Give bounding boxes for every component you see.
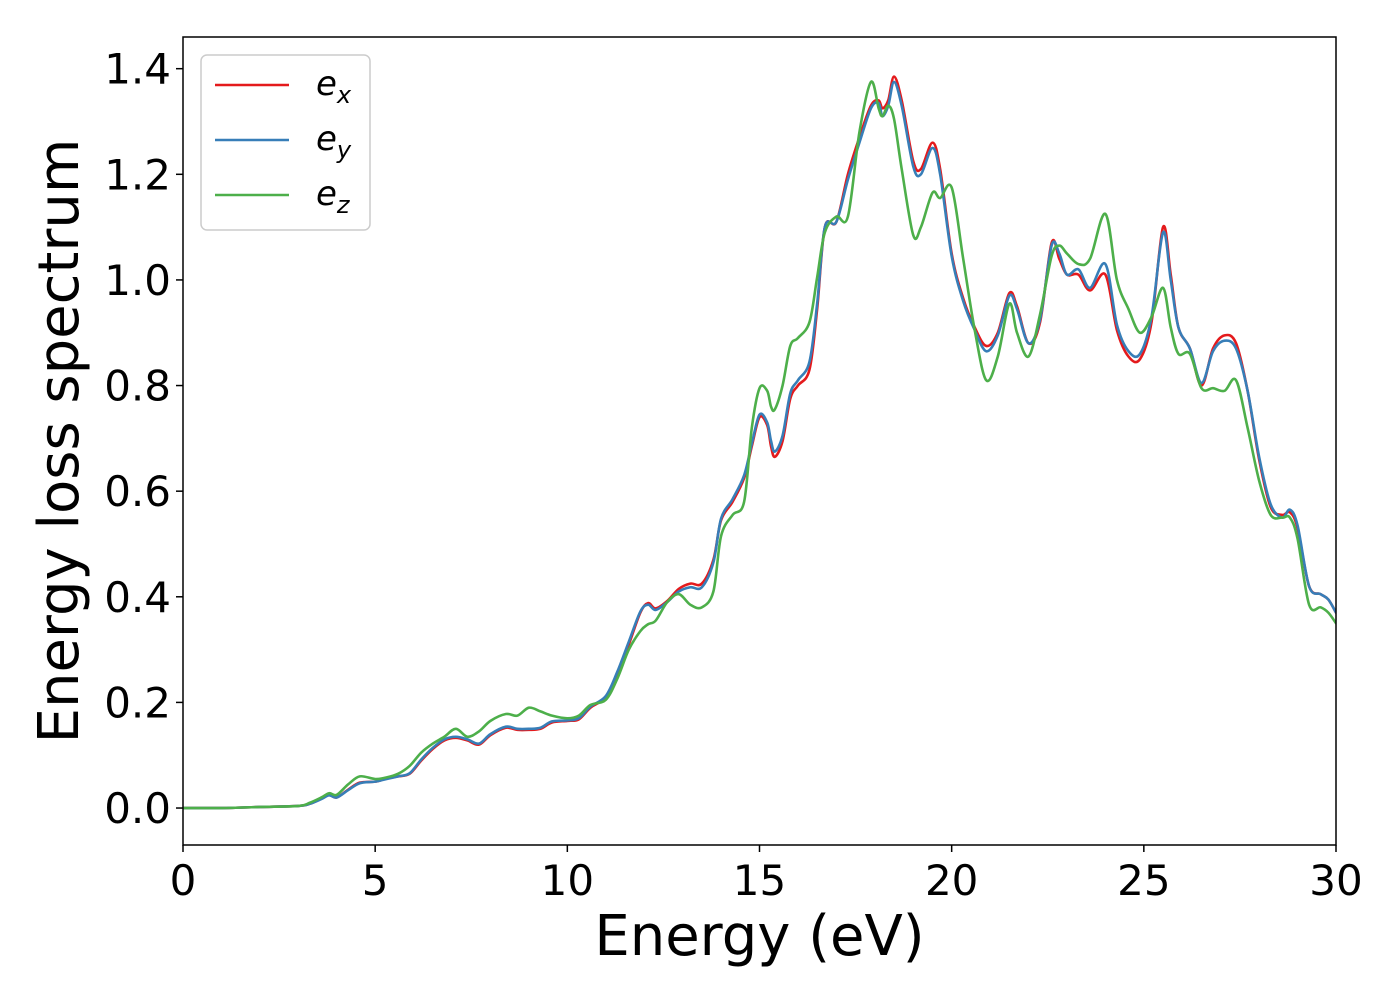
x-tick-label: 10 bbox=[541, 856, 594, 905]
legend-box bbox=[200, 54, 371, 231]
y-tick-label: 0.8 bbox=[104, 362, 171, 411]
x-axis: 0 5 10 15 20 25 30 bbox=[170, 845, 1363, 905]
y-axis-title: Energy loss spectrum bbox=[27, 139, 92, 744]
y-tick-label: 1.0 bbox=[104, 256, 171, 305]
series-line-z bbox=[183, 80, 1336, 810]
series-line-y bbox=[183, 80, 1336, 810]
y-tick-label: 1.2 bbox=[104, 150, 171, 199]
y-tick-label: 1.4 bbox=[104, 45, 171, 94]
x-tick-label: 15 bbox=[733, 856, 786, 905]
plot-layer bbox=[183, 75, 1336, 810]
x-tick-label: 20 bbox=[925, 856, 978, 905]
y-tick-label: 0.2 bbox=[104, 678, 171, 727]
x-tick-label: 0 bbox=[170, 856, 197, 905]
y-axis: 0.0 0.2 0.4 0.6 0.8 1.0 1.2 1.4 bbox=[104, 45, 183, 833]
y-tick-label: 0.4 bbox=[104, 573, 171, 622]
y-tick-label: 0.0 bbox=[104, 784, 171, 833]
x-axis-title: Energy (eV) bbox=[594, 904, 924, 969]
x-tick-label: 5 bbox=[362, 856, 389, 905]
y-tick-label: 0.6 bbox=[104, 467, 171, 516]
x-tick-label: 30 bbox=[1309, 856, 1362, 905]
x-tick-label: 25 bbox=[1117, 856, 1170, 905]
